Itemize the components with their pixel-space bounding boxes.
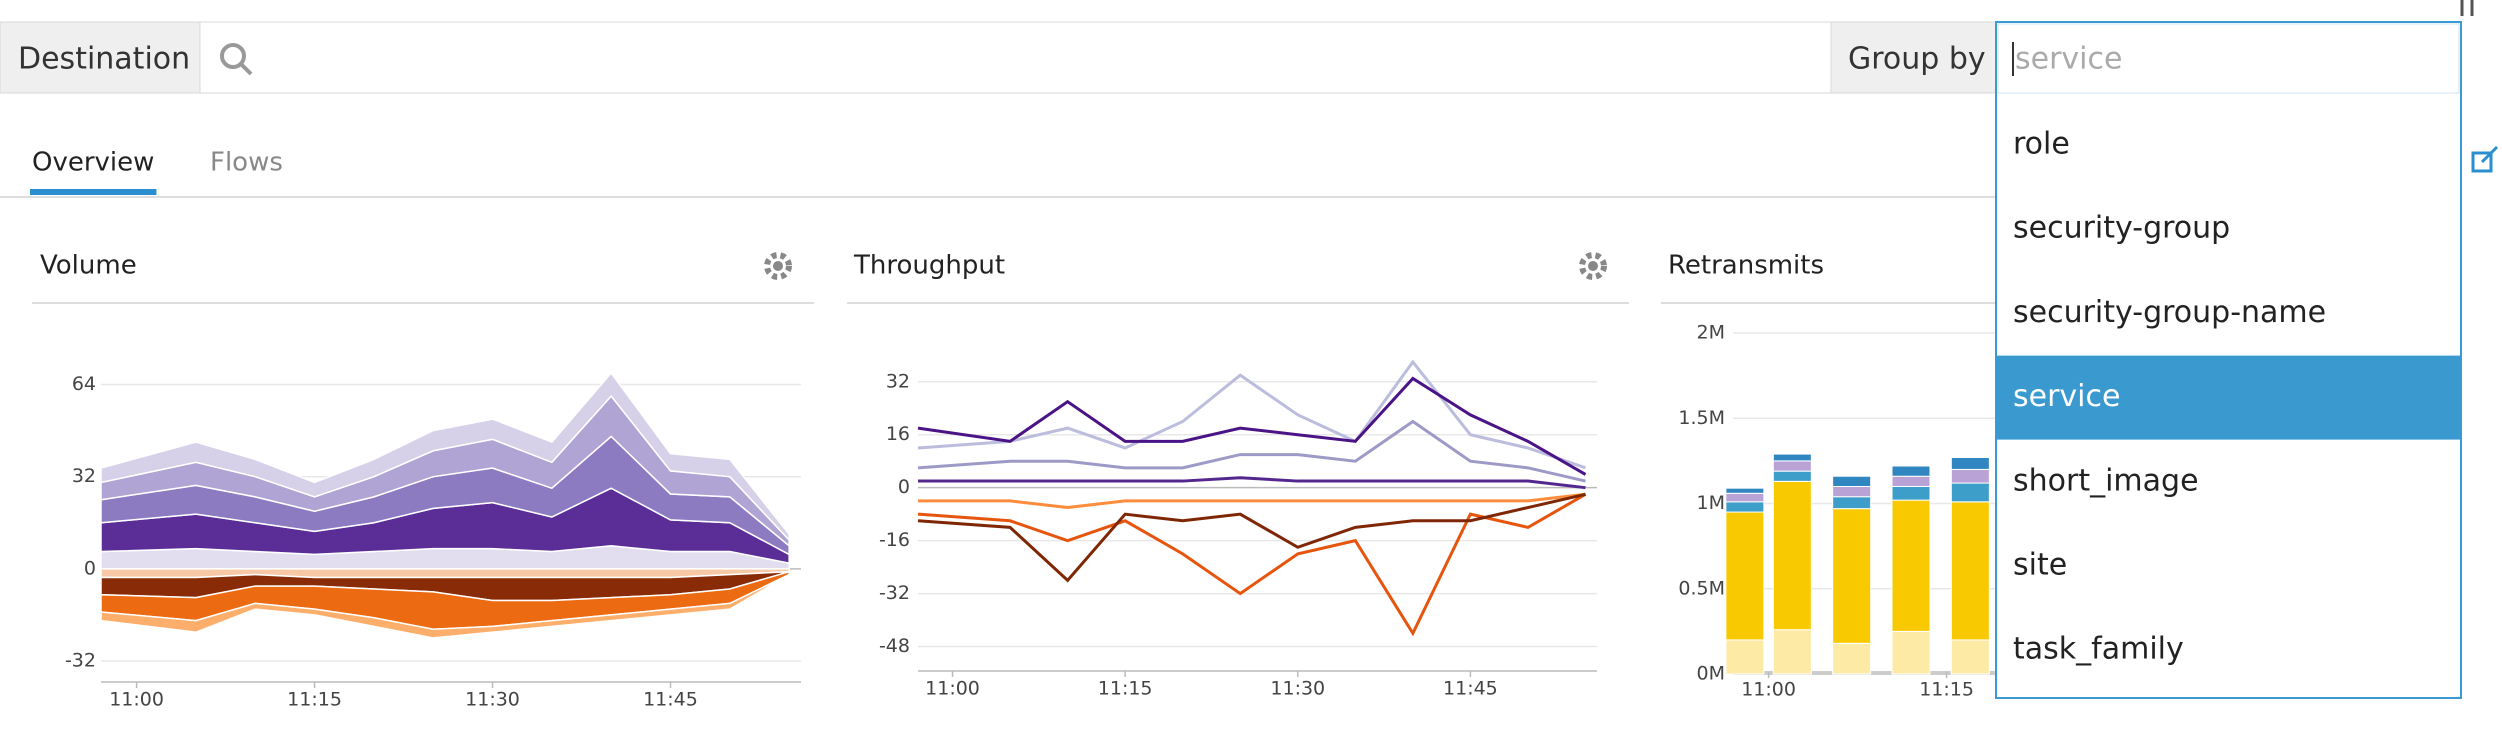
y-tick-label: -32: [65, 649, 96, 671]
bar-segment: [1725, 501, 1765, 513]
area-layer: [100, 573, 790, 639]
line-series: [918, 492, 1586, 510]
bar-segment: [1772, 460, 1812, 472]
chart: Volume 64 32 0 -32 11:00 11:15 11:30 11:45: [40, 251, 801, 711]
bar-segment: [1725, 487, 1765, 494]
bar-segment: [1832, 485, 1872, 498]
bar-segment: [1772, 629, 1812, 675]
sort-icon: [2460, 0, 2474, 16]
x-tick-label: 11:15: [1919, 679, 1974, 701]
bar-segment: [1891, 485, 1931, 501]
group-by-label: Group by: [1848, 42, 1986, 77]
dropdown-placeholder: service: [2015, 42, 2122, 77]
gear-hub: [1588, 261, 1598, 271]
x-tick-label: 11:00: [109, 689, 164, 711]
line-series: [918, 476, 1586, 490]
y-tick-label: 32: [72, 465, 96, 487]
y-tick-label: 64: [72, 373, 96, 395]
bar-segment: [1832, 475, 1872, 487]
bar-segment: [1950, 456, 1990, 470]
x-tick-label: 11:00: [1741, 679, 1796, 701]
y-tick-label: 0: [84, 557, 96, 579]
y-tick-label: 1.5M: [1678, 407, 1725, 429]
bar-segment: [1832, 642, 1872, 675]
y-tick-label: 0M: [1697, 663, 1725, 685]
area-layer: [100, 371, 790, 542]
bar-segment: [1950, 468, 1990, 484]
y-tick-label: 0: [898, 476, 910, 498]
bar-segment: [1772, 453, 1812, 462]
chart-title: Retransmits: [1668, 251, 1824, 281]
tab[interactable]: Flows: [210, 148, 283, 178]
tabs: Overview Flows: [30, 148, 283, 195]
line-series: [917, 492, 1586, 583]
dropdown-option[interactable]: task_family: [2013, 632, 2184, 667]
bar-segment: [1891, 499, 1931, 632]
y-tick-label: 16: [886, 423, 910, 445]
chart-title: Throughput: [853, 251, 1005, 281]
x-tick-label: 11:30: [465, 689, 520, 711]
external-link-icon: [2471, 145, 2499, 173]
x-tick-label: 11:15: [287, 689, 342, 711]
search-bar: [0, 21, 1996, 94]
dropdown-option[interactable]: security-group: [2013, 211, 2230, 246]
dropdown-option[interactable]: security-group-name: [2013, 295, 2326, 330]
bar-segment: [1891, 465, 1931, 477]
x-tick-label: 11:00: [925, 678, 980, 700]
chart-title: Volume: [40, 251, 137, 281]
x-tick-label: 11:45: [1443, 678, 1498, 700]
line-series: [917, 419, 1586, 483]
tab-underline: [30, 189, 157, 195]
y-tick-label: 32: [886, 370, 910, 392]
gear-icon[interactable]: [1579, 252, 1607, 280]
line-series: [917, 492, 1587, 637]
x-tick-label: 11:30: [1270, 678, 1325, 700]
field-label-box: [0, 21, 201, 94]
bar-segment: [1725, 639, 1765, 675]
bar-segment: [1725, 492, 1765, 503]
y-tick-label: 2M: [1697, 322, 1725, 344]
line-series: [917, 359, 1586, 470]
bar-segment: [1950, 639, 1990, 675]
dropdown-option[interactable]: short_image: [2013, 463, 2199, 498]
bar-segment: [1772, 470, 1812, 482]
dropdown-option[interactable]: site: [2013, 548, 2067, 583]
chart: Throughput 32 16 0 -16 -32 -48 11:00 11:15 11:30 1…: [853, 251, 1597, 700]
bar-segment: [1891, 475, 1931, 487]
y-tick-label: -32: [879, 582, 910, 604]
bar-segment: [1891, 630, 1931, 675]
dropdown-option[interactable]: service: [2013, 379, 2120, 414]
x-tick-label: 11:45: [643, 689, 698, 711]
field-label: Destination: [18, 42, 190, 77]
bar-segment: [1832, 508, 1872, 644]
bar-segment: [1772, 480, 1812, 631]
dropdown-option[interactable]: role: [2013, 127, 2070, 162]
line-series: [917, 376, 1587, 476]
bar-segment: [1950, 501, 1990, 641]
y-tick-label: -48: [879, 635, 910, 657]
y-tick-label: -16: [879, 529, 910, 551]
bar-segment: [1832, 496, 1872, 510]
x-tick-label: 11:15: [1098, 678, 1153, 700]
y-tick-label: 1M: [1697, 492, 1725, 514]
gear-hub: [773, 261, 783, 271]
tab[interactable]: Overview: [32, 148, 154, 178]
bar-segment: [1950, 482, 1990, 503]
option-highlight: [1997, 355, 2460, 440]
gear-icon[interactable]: [764, 252, 792, 280]
dropdown-input[interactable]: [1997, 23, 2460, 94]
bar-segment: [1725, 511, 1765, 641]
group-by-dropdown: service role security-group security-group…: [1995, 21, 2462, 699]
search-icon: [220, 43, 253, 76]
group-by-box: [1830, 21, 1997, 94]
y-tick-label: 0.5M: [1678, 577, 1725, 599]
